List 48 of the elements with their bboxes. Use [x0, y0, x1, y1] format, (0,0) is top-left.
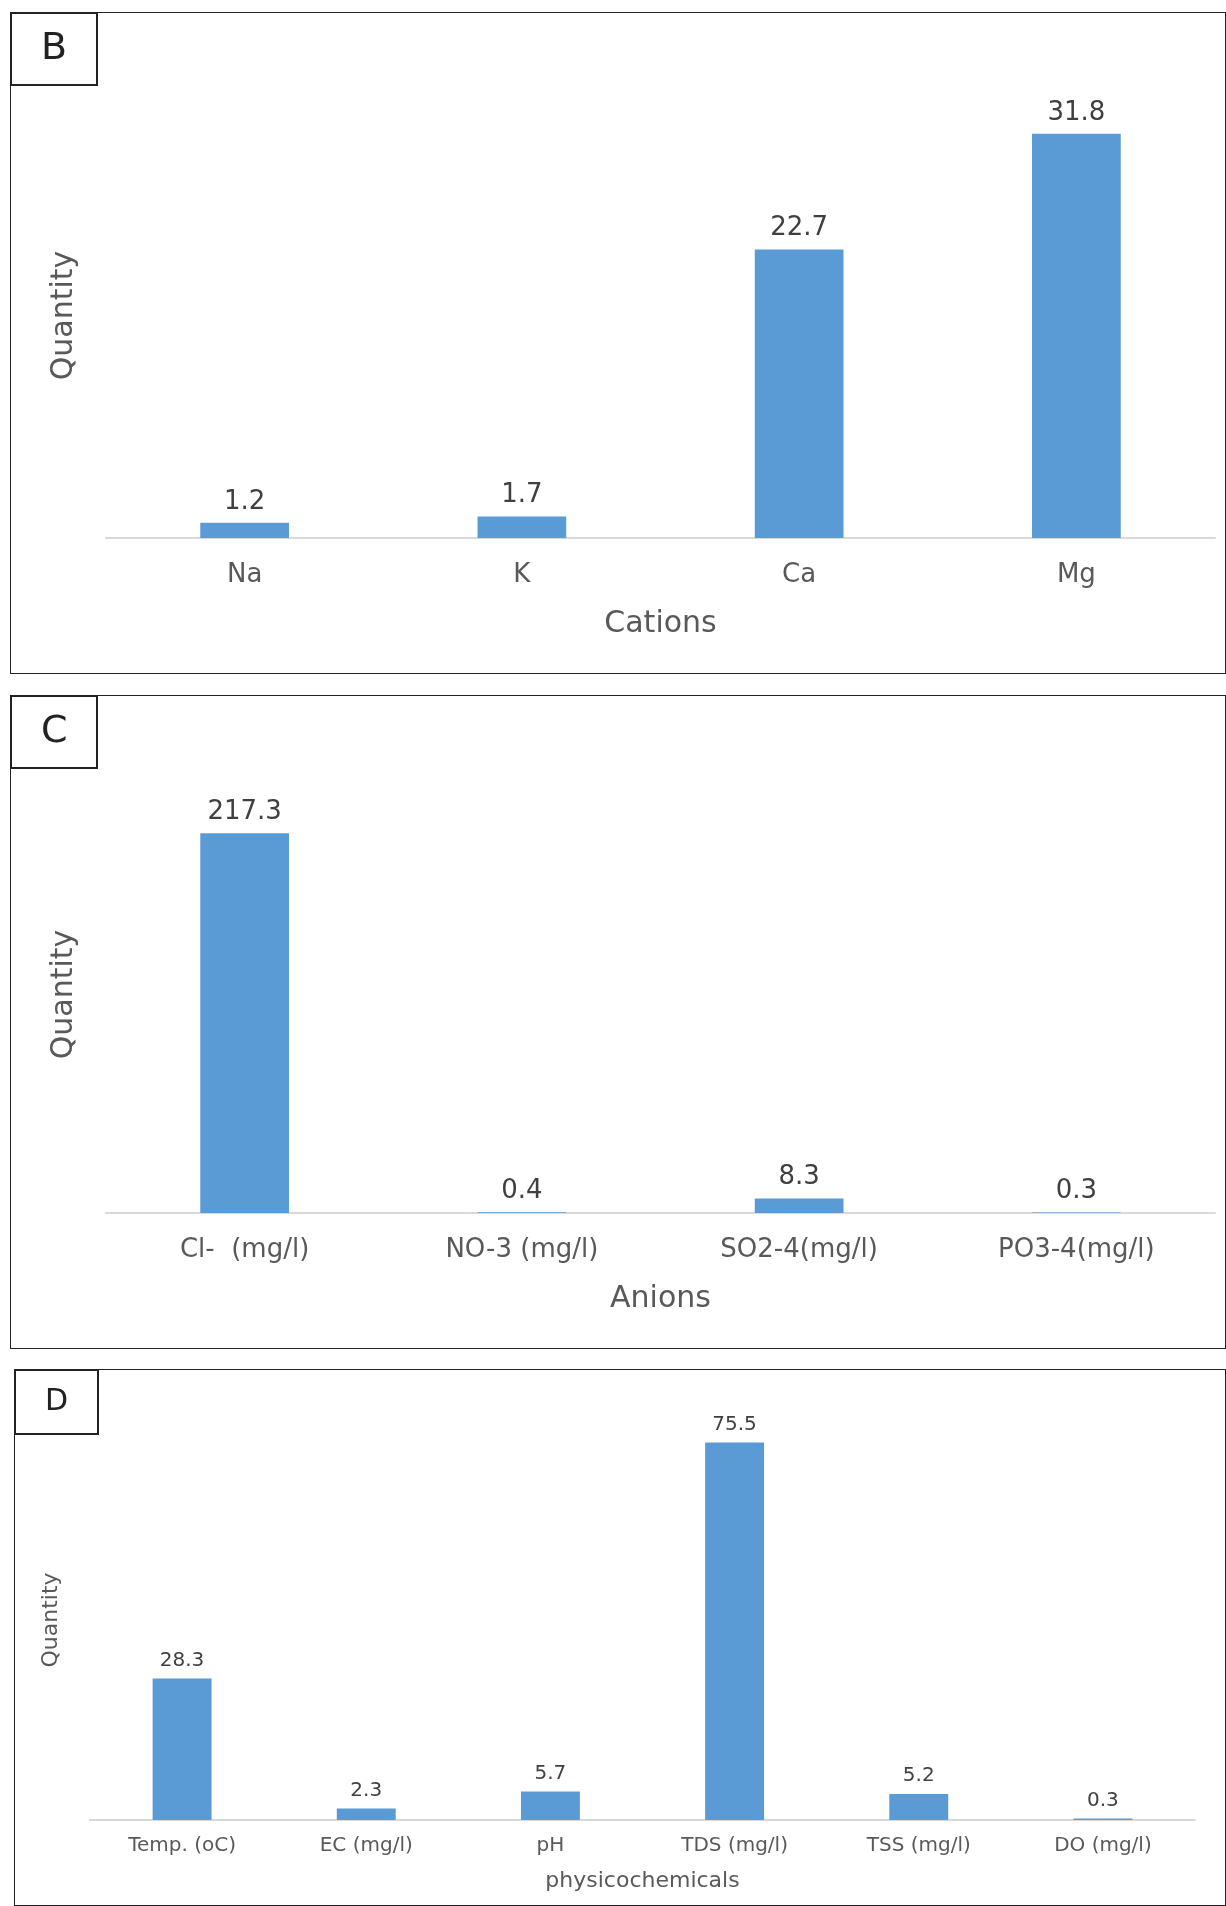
x-tick-label: K: [513, 558, 532, 588]
x-tick-label: SO2-4(mg/l): [720, 1233, 878, 1263]
chart-title: B: [41, 24, 68, 68]
data-label: 0.3: [1055, 1174, 1098, 1205]
x-tick-label: TDS (mg/l): [680, 1832, 788, 1856]
x-tick-label: Cl- (mg/l): [179, 1233, 310, 1263]
bar: [200, 522, 289, 538]
bar: [754, 249, 844, 538]
data-label: 8.3: [778, 1160, 820, 1191]
data-label: 75.5: [712, 1410, 757, 1435]
data-label: 0.3: [1087, 1786, 1119, 1811]
bar: [336, 1808, 396, 1820]
data-label: 1.7: [501, 478, 543, 509]
x-tick-label: TSS (mg/l): [865, 1832, 971, 1856]
y-axis-title: Quantity: [43, 250, 79, 381]
x-axis-title: Anions: [610, 1278, 711, 1314]
data-label: 31.8: [1047, 95, 1106, 126]
chart-title: C: [41, 707, 68, 751]
bar: [754, 1198, 844, 1213]
x-tick-label: DO (mg/l): [1054, 1832, 1152, 1856]
bar: [477, 516, 567, 538]
data-label: 2.3: [350, 1776, 383, 1801]
chart-title: D: [45, 1381, 69, 1417]
data-label: 22.7: [770, 211, 829, 242]
x-tick-label: Ca: [782, 558, 817, 588]
data-label: 5.7: [534, 1759, 567, 1784]
y-axis-title: Quantity: [36, 1572, 62, 1668]
x-tick-label: Mg: [1056, 558, 1096, 588]
x-axis-title: Cations: [604, 603, 717, 639]
x-tick-label: EC (mg/l): [319, 1832, 413, 1856]
data-label: 217.3: [207, 795, 282, 826]
bar: [1032, 133, 1121, 538]
y-axis-title: Quantity: [43, 929, 79, 1060]
bar: [889, 1794, 949, 1820]
bar: [152, 1678, 212, 1820]
data-label: 5.2: [902, 1762, 935, 1786]
x-tick-label: NO-3 (mg/l): [445, 1233, 599, 1263]
data-label: 0.4: [501, 1174, 543, 1205]
x-axis-title: physicochemicals: [545, 1866, 740, 1892]
bar: [705, 1442, 765, 1820]
bar: [200, 833, 289, 1213]
data-label: 28.3: [159, 1646, 205, 1671]
bar: [520, 1791, 580, 1820]
x-tick-label: pH: [536, 1832, 565, 1856]
x-tick-label: Na: [226, 558, 263, 588]
x-tick-label: Temp. (oC): [127, 1832, 236, 1856]
x-tick-label: PO3-4(mg/l): [998, 1233, 1155, 1263]
data-label: 1.2: [223, 484, 266, 515]
